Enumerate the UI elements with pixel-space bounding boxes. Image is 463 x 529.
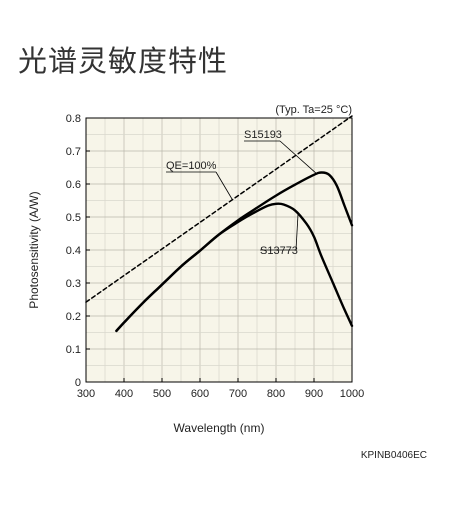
x-tick-label: 900 <box>305 388 323 400</box>
series-label-s15193: S15193 <box>244 129 282 141</box>
x-tick-label: 600 <box>191 388 209 400</box>
series-label-qe-100: QE=100% <box>166 160 217 172</box>
page-title: 光谱灵敏度特性 <box>18 44 229 78</box>
leader-line <box>295 213 299 251</box>
y-tick-label: 0.7 <box>66 146 81 158</box>
series-label-s13773: S13773 <box>260 245 298 257</box>
annotations: S15193 S13773 QE=100% <box>166 129 317 257</box>
x-tick-label: 300 <box>77 388 95 400</box>
y-tick-label: 0 <box>75 377 81 389</box>
y-tick-label: 0.3 <box>66 278 81 290</box>
y-tick-label: 0.4 <box>66 245 81 257</box>
y-tick-label: 0.8 <box>66 113 81 125</box>
leader-line <box>215 171 233 200</box>
y-tick-label: 0.2 <box>66 311 81 323</box>
series-line-s13773 <box>115 202 354 333</box>
x-tick-label: 1000 <box>340 388 364 400</box>
y-tick-label: 0.5 <box>66 212 81 224</box>
y-tick-label: 0.6 <box>66 179 81 191</box>
x-tick-label: 700 <box>229 388 247 400</box>
y-tick-label: 0.1 <box>66 344 81 356</box>
x-tick-label: 500 <box>153 388 171 400</box>
x-axis-label: Wavelength (nm) <box>174 421 265 435</box>
series-line-qe-100 <box>85 115 353 303</box>
figure-code: KPINB0406EC <box>360 450 427 461</box>
condition-note: (Typ. Ta=25 °C) <box>275 104 352 116</box>
axis-ticks: 300 400 500 600 700 800 900 1000 0 0.1 0.2 0.3 0.4 0.… <box>66 113 365 400</box>
y-axis-label: Photosensitivity (A/W) <box>27 191 41 308</box>
series-layer <box>85 115 354 333</box>
leader-line <box>279 140 317 174</box>
grid-lines <box>86 118 352 382</box>
x-tick-label: 400 <box>115 388 133 400</box>
x-tick-label: 800 <box>267 388 285 400</box>
